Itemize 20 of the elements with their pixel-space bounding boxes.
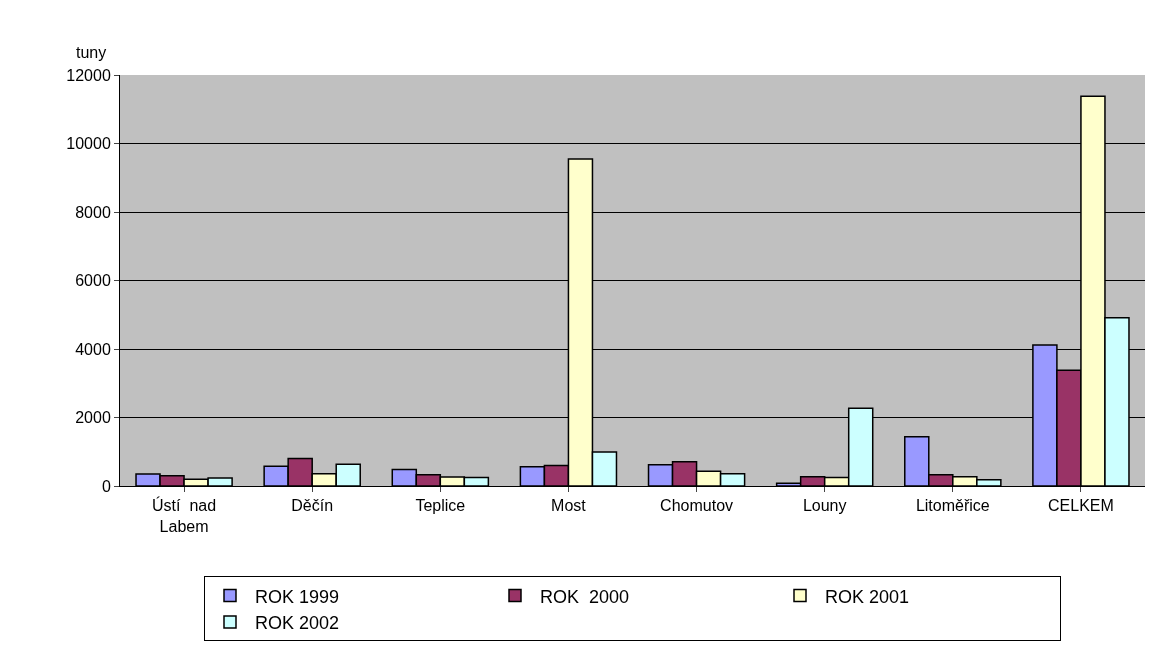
x-tick-label: Louny <box>802 497 847 515</box>
y-tick-label: 8000 <box>75 203 111 221</box>
y-tick-label: 2000 <box>75 409 111 427</box>
x-tick-label: Most <box>551 497 587 515</box>
legend-label: ROK 2002 <box>255 613 340 634</box>
y-tick-label: 12000 <box>66 66 111 84</box>
x-tick-label: Litoměřice <box>915 497 990 515</box>
legend-label: ROK 2001 <box>825 586 910 607</box>
y-axis-title: tuny <box>76 44 107 61</box>
y-tick-label: 10000 <box>66 135 111 153</box>
y-tick-label: 4000 <box>75 340 111 358</box>
x-tick-label: Ústí nad Labem <box>152 496 217 535</box>
x-tick-label: CELKEM <box>1048 497 1114 515</box>
y-tick-label: 6000 <box>75 272 111 290</box>
legend-label: ROK 1999 <box>255 586 340 607</box>
legend-label: ROK 2000 <box>540 586 630 607</box>
x-tick-label: Teplice <box>415 497 466 515</box>
x-tick-label: Děčín <box>291 497 334 515</box>
y-tick-label: 0 <box>101 477 111 495</box>
x-tick-label: Chomutov <box>660 497 734 515</box>
